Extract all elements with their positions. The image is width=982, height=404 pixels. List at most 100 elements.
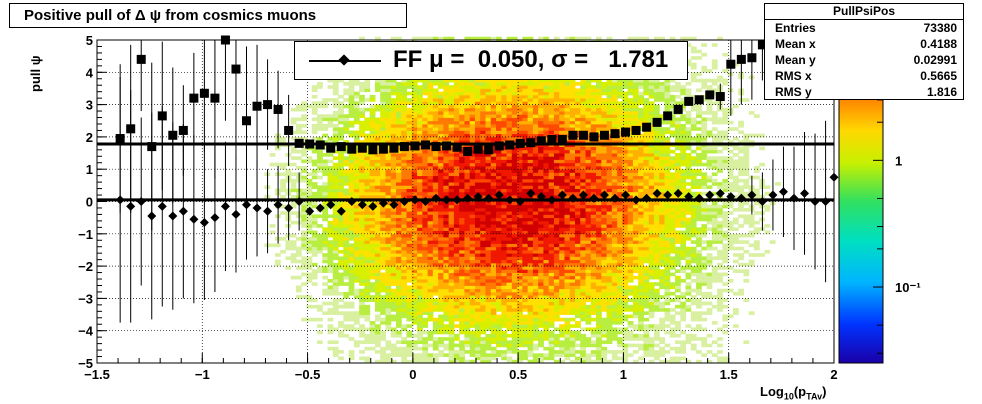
heatmap-cell: [359, 88, 365, 93]
heatmap-cell: [343, 140, 350, 144]
heatmap-cell: [322, 153, 329, 157]
heatmap-cell: [380, 227, 386, 231]
heatmap-cell: [374, 253, 381, 257]
heatmap-cell: [532, 182, 539, 186]
heatmap-cell: [374, 185, 381, 189]
heatmap-cell: [559, 233, 565, 238]
heatmap-cell: [580, 304, 587, 309]
heatmap-cell: [543, 324, 550, 328]
heatmap-cell: [427, 182, 434, 186]
heatmap-cell: [290, 107, 297, 112]
heatmap-cell: [443, 298, 450, 303]
heatmap-cell: [411, 127, 418, 131]
heatmap-cell: [417, 130, 423, 135]
heatmap-cell: [574, 224, 581, 228]
heatmap-cell: [343, 256, 350, 261]
heatmap-cell: [548, 162, 555, 167]
heatmap-cell: [485, 337, 492, 341]
heatmap-cell: [306, 159, 313, 164]
heatmap-cell: [338, 78, 344, 83]
heatmap-cell: [564, 240, 571, 244]
heatmap-cell: [585, 353, 592, 357]
heatmap-cell: [474, 117, 481, 122]
heatmap-cell: [453, 98, 460, 102]
heatmap-cell: [459, 91, 465, 96]
heatmap-cell: [543, 230, 550, 235]
heatmap-cell: [427, 136, 434, 141]
heatmap-cell: [353, 240, 360, 244]
heatmap-cell: [543, 36, 550, 41]
heatmap-cell: [553, 140, 560, 144]
heatmap-cell: [332, 346, 339, 351]
heatmap-cell: [459, 291, 465, 296]
heatmap-cell: [401, 178, 408, 183]
heatmap-cell: [590, 175, 597, 180]
heatmap-cell: [343, 114, 350, 118]
heatmap-cell: [574, 269, 581, 273]
heatmap-cell: [353, 259, 360, 264]
heatmap-cell: [564, 308, 571, 312]
heatmap-cell: [317, 188, 323, 193]
heatmap-cell: [496, 101, 502, 105]
heatmap-cell: [569, 114, 576, 118]
heatmap-cell: [459, 188, 465, 193]
heatmap-cell: [343, 211, 350, 215]
heatmap-cell: [501, 159, 508, 164]
heatmap-cell: [574, 333, 581, 338]
heatmap-cell: [527, 253, 534, 257]
heatmap-cell: [511, 175, 518, 180]
heatmap-cell: [574, 301, 581, 306]
heatmap-cell: [453, 279, 460, 283]
heatmap-cell: [474, 114, 481, 118]
heatmap-cell: [448, 337, 455, 341]
heatmap-cell: [585, 123, 592, 128]
heatmap-cell: [548, 256, 555, 261]
heatmap-cell: [506, 340, 513, 345]
heatmap-cell: [496, 269, 502, 273]
heatmap-cell: [480, 288, 487, 293]
heatmap-cell: [480, 243, 487, 248]
heatmap-cell: [464, 107, 471, 112]
heatmap-cell: [574, 330, 581, 335]
heatmap-cell: [448, 346, 455, 351]
heatmap-cell: [511, 204, 518, 209]
heatmap-cell: [432, 220, 439, 225]
heatmap-cell: [559, 256, 565, 261]
heatmap-cell: [596, 282, 602, 286]
heatmap-cell: [559, 324, 565, 328]
heatmap-cell: [432, 343, 439, 348]
heatmap-cell: [569, 301, 576, 306]
heatmap-cell: [422, 321, 429, 325]
heatmap-cell: [459, 88, 465, 93]
heatmap-cell: [453, 295, 460, 299]
heatmap-cell: [527, 298, 534, 303]
heatmap-cell: [517, 224, 523, 228]
heatmap-cell: [538, 340, 544, 345]
heatmap-cell: [401, 256, 408, 261]
heatmap-cell: [596, 340, 602, 345]
heatmap-cell: [480, 191, 487, 196]
heatmap-cell: [432, 123, 439, 128]
heatmap-cell: [496, 78, 502, 83]
heatmap-cell: [390, 288, 397, 293]
heatmap-cell: [427, 140, 434, 144]
heatmap-cell: [338, 153, 344, 157]
heatmap-cell: [553, 85, 560, 89]
heatmap-cell: [485, 253, 492, 257]
heatmap-cell: [511, 81, 518, 86]
heatmap-cell: [427, 356, 434, 361]
heatmap-cell: [564, 165, 571, 170]
heatmap-cell: [380, 233, 386, 238]
heatmap-cell: [438, 233, 444, 238]
heatmap-cell: [527, 340, 534, 345]
heatmap-cell: [364, 259, 371, 264]
heatmap-cell: [527, 279, 534, 283]
heatmap-cell: [306, 156, 313, 160]
heatmap-cell: [485, 220, 492, 225]
heatmap-cell: [580, 162, 587, 167]
heatmap-cell: [474, 207, 481, 212]
heatmap-cell: [448, 249, 455, 254]
heatmap-cell: [432, 36, 439, 41]
heatmap-cell: [543, 282, 550, 286]
heatmap-cell: [448, 133, 455, 138]
